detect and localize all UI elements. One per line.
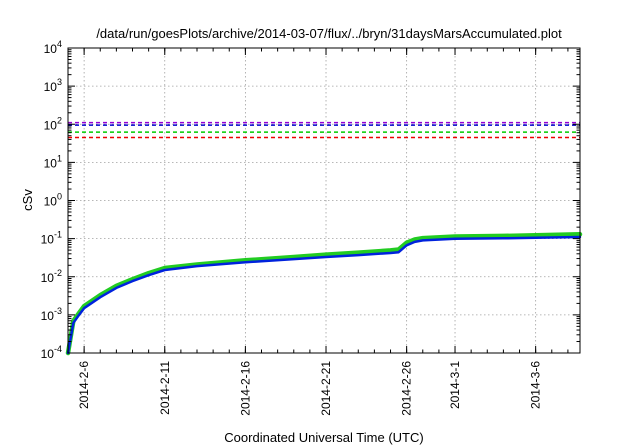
y-tick-base: 10 [41,233,55,247]
gridlines [68,48,580,353]
y-tick-base: 10 [41,347,55,361]
series-lines [65,232,583,356]
y-tick-label: 10-2 [41,268,62,285]
series-line-blue [66,235,582,355]
x-tick-label: 2014-3-6 [529,361,543,409]
y-tick-exponent: -4 [54,344,62,354]
threshold-lines [68,121,580,139]
x-tick-label: 2014-2-26 [400,361,414,416]
y-tick-base: 10 [44,42,58,56]
x-tick-label: 2014-3-1 [448,361,462,409]
y-tick-label: 10-4 [41,344,62,361]
y-tick-base: 10 [44,80,58,94]
y-tick-exponent: -2 [54,268,62,278]
y-tick-label: 10-3 [41,306,62,323]
x-axis-label: Coordinated Universal Time (UTC) [224,430,423,445]
x-tick-label: 2014-2-16 [238,361,252,416]
y-tick-exponent: 0 [57,192,62,202]
x-tick-label: 2014-2-21 [319,361,333,416]
y-tick-exponent: 4 [57,39,62,49]
y-tick-base: 10 [44,156,58,170]
y-tick-label: 100 [44,192,62,209]
y-tick-base: 10 [41,309,55,323]
x-tick-label: 2014-2-11 [158,361,172,415]
y-tick-exponent: -1 [54,230,62,240]
y-tick-label: 101 [44,153,62,170]
y-tick-exponent: 1 [57,153,62,163]
y-tick-label: 104 [44,39,62,56]
y-tick-exponent: 3 [57,77,62,87]
y-axis-label: cSv [20,189,35,211]
series-line-green [65,232,583,356]
x-tick-label: 2014-2-6 [77,361,91,409]
y-tick-base: 10 [41,271,55,285]
chart-title: /data/run/goesPlots/archive/2014-03-07/f… [96,26,562,41]
y-tick-label: 10-1 [41,230,62,247]
y-tick-base: 10 [44,118,58,132]
y-tick-label: 103 [44,77,62,94]
y-tick-exponent: -3 [54,306,62,316]
y-tick-label: 102 [44,115,62,132]
y-tick-base: 10 [44,195,58,209]
y-tick-exponent: 2 [57,115,62,125]
